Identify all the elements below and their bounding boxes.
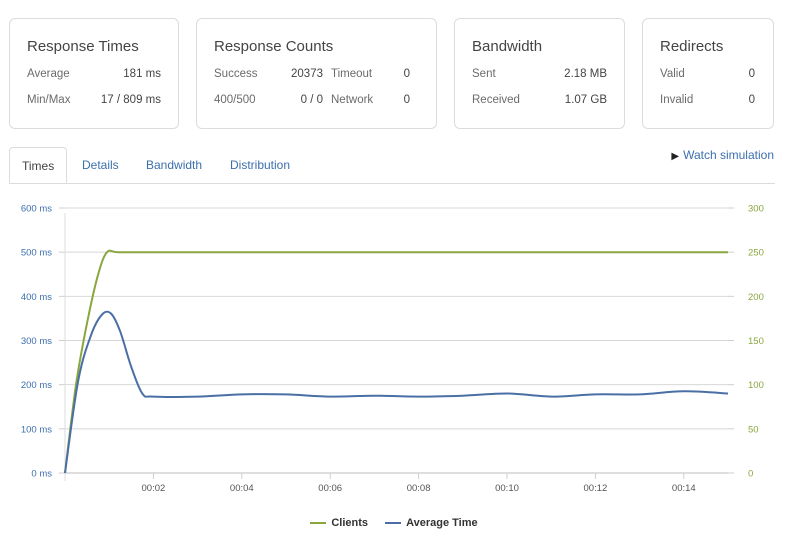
right-tick-label: 50 (748, 424, 759, 435)
x-tick-label: 00:08 (407, 483, 431, 494)
right-tick-label: 0 (748, 469, 753, 480)
response-times-card: Response Times Average 181 ms Min/Max 17… (9, 18, 179, 129)
x-tick-label: 00:06 (318, 483, 342, 494)
watch-simulation-link[interactable]: ▶ Watch simulation (671, 148, 774, 162)
clients-swatch (310, 522, 327, 525)
times-chart: 0 ms 100 ms 200 ms 300 ms 400 ms 500 ms 600 ms… (21, 204, 764, 495)
left-tick-label: 300 ms (21, 336, 52, 347)
left-tick-label: 400 ms (21, 292, 52, 303)
left-tick-label: 600 ms (21, 204, 52, 215)
legend-average-time[interactable]: Average Time (385, 517, 478, 529)
chart-legend: Clients Average Time (0, 517, 788, 529)
right-tick-label: 300 (748, 204, 764, 215)
right-axis-ticks: 0 50 100 150 200 250 300 (748, 204, 764, 480)
x-tick-label: 00:02 (142, 483, 166, 494)
right-tick-label: 100 (748, 380, 764, 391)
clients-line (64, 249, 728, 474)
right-tick-label: 200 (748, 292, 764, 303)
received-value: 1.07 GB (564, 94, 607, 106)
left-tick-label: 0 ms (31, 469, 52, 480)
minmax-value: 17 / 809 ms (100, 94, 161, 106)
left-axis-ticks: 0 ms 100 ms 200 ms 300 ms 400 ms 500 ms 600 ms (21, 204, 52, 480)
average-time-swatch (385, 522, 402, 525)
right-tick-label: 150 (748, 336, 764, 347)
watch-simulation-label: Watch simulation (683, 148, 774, 162)
left-tick-label: 200 ms (21, 380, 52, 391)
invalid-label: Invalid (660, 94, 694, 106)
chart-series (64, 249, 729, 474)
chart-grid (59, 207, 734, 481)
response-counts-card: Response Counts Success 20373 Timeout 0 … (196, 18, 437, 129)
x-tick-label: 00:04 (230, 483, 254, 494)
minmax-label: Min/Max (27, 94, 71, 106)
success-label: Success (214, 68, 258, 80)
network-value: 0 (403, 94, 410, 106)
left-tick-label: 500 ms (21, 248, 52, 259)
legend-average-time-label: Average Time (406, 517, 478, 529)
timeout-label: Timeout (331, 68, 373, 80)
x-tick-label: 00:10 (495, 483, 519, 494)
x-axis-ticks: 00:02 00:04 00:06 00:08 00:10 00:12 00:14 (142, 473, 696, 494)
average-value: 181 ms (123, 68, 161, 80)
x-tick-label: 00:14 (672, 483, 696, 494)
sent-value: 2.18 MB (564, 68, 607, 80)
timeout-value: 0 (403, 68, 410, 80)
tab-distribution[interactable]: Distribution (230, 158, 291, 172)
left-tick-label: 100 ms (21, 424, 52, 435)
right-tick-label: 250 (748, 248, 764, 259)
sent-label: Sent (472, 68, 496, 80)
bandwidth-card: Bandwidth Sent 2.18 MB Received 1.07 GB (454, 18, 625, 129)
valid-value: 0 (748, 68, 755, 80)
valid-label: Valid (660, 68, 685, 80)
http-errors-label: 400/500 (214, 94, 256, 106)
redirects-title: Redirects (660, 38, 724, 55)
http-errors-value: 0 / 0 (300, 94, 323, 106)
network-label: Network (331, 94, 374, 106)
success-value: 20373 (291, 68, 323, 80)
tab-times[interactable]: Times (9, 147, 68, 183)
legend-clients[interactable]: Clients (310, 517, 368, 529)
redirects-card: Redirects Valid 0 Invalid 0 (642, 18, 774, 129)
chart-tabs: Times Details Bandwidth Distribution (9, 147, 775, 184)
average-time-line (64, 310, 729, 474)
legend-clients-label: Clients (331, 517, 369, 529)
play-icon: ▶ (671, 151, 680, 162)
response-counts-title: Response Counts (214, 38, 334, 55)
x-tick-label: 00:12 (584, 483, 608, 494)
invalid-value: 0 (748, 94, 755, 106)
response-times-title: Response Times (27, 38, 139, 55)
tab-details[interactable]: Details (82, 158, 119, 172)
average-label: Average (27, 68, 70, 80)
tab-bandwidth[interactable]: Bandwidth (146, 158, 203, 172)
received-label: Received (472, 94, 520, 106)
bandwidth-title: Bandwidth (472, 38, 543, 55)
